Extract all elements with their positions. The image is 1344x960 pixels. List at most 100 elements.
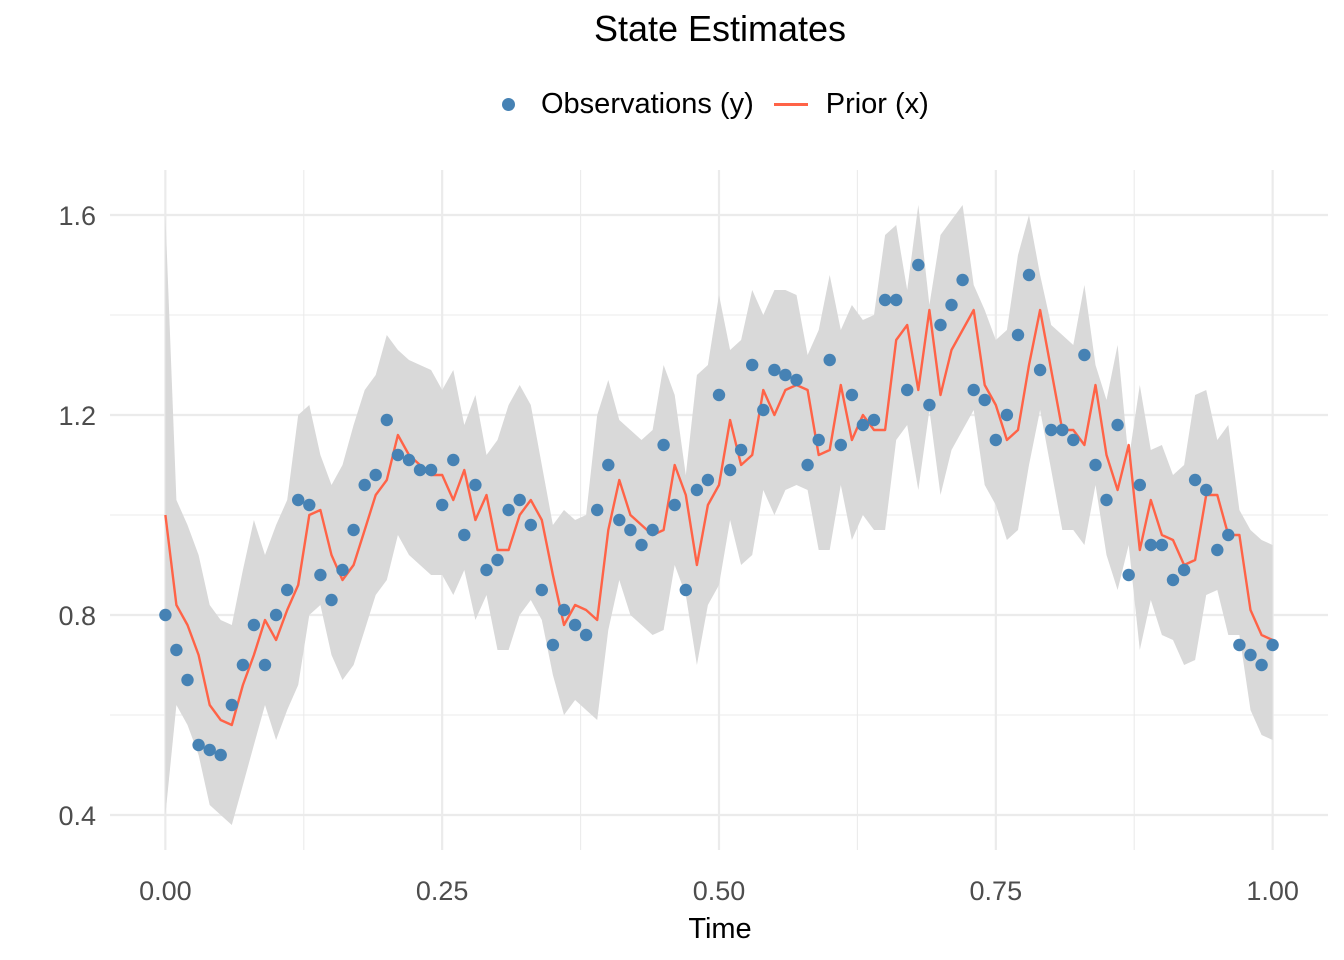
observation-point [524,518,537,532]
x-tick-label: 0.50 [693,876,746,906]
observation-point [989,433,1002,447]
chart-title: State Estimates [593,8,847,49]
observation-point [1166,573,1180,587]
observation-point [458,528,471,542]
observation-point [159,608,172,622]
observation-point [1089,458,1102,472]
legend-dot-icon [502,97,515,111]
observation-point [203,743,216,757]
observation-point [734,443,748,457]
x-tick-label: 0.25 [416,876,469,906]
observation-point [1056,423,1069,437]
x-tick-label: 0.00 [139,876,192,906]
observation-point [347,523,360,537]
x-tick-label: 1.00 [1246,876,1299,906]
observation-point [613,513,626,527]
observation-point [314,568,327,582]
uncertainty-band [165,205,1273,825]
observation-point [281,583,294,597]
observation-point [1188,473,1202,487]
legend-label-prior: Prior (x) [825,87,929,120]
observation-point [1233,638,1246,652]
observation-point [170,643,183,657]
observation-point [1122,568,1135,582]
observation-point [978,393,991,407]
observation-point [1133,478,1147,492]
observation-point [535,583,548,597]
grid-lines [110,170,1328,850]
y-tick-label: 0.4 [58,801,96,831]
observation-point [502,503,515,517]
observation-series [159,258,1279,762]
observation-point [1266,638,1279,652]
observation-point [890,293,903,307]
observation-point [380,413,393,427]
observation-point [491,553,504,567]
observation-point [325,593,338,607]
observation-point [557,603,571,617]
observation-point [269,608,283,622]
observation-point [912,258,925,272]
observation-point [934,318,947,332]
observation-point [1067,433,1080,447]
observation-point [413,463,427,477]
observation-point [923,398,936,412]
observation-point [1222,528,1235,542]
observation-point [1177,563,1191,577]
observation-point [1011,328,1025,342]
legend-label-observations: Observations (y) [541,87,754,120]
observation-point [712,388,726,402]
observation-point [436,498,449,512]
observation-point [369,468,382,482]
observation-point [303,498,316,512]
observation-point [402,453,416,467]
observation-point [823,353,836,367]
observation-point [790,373,803,387]
observation-point [1000,408,1014,422]
observation-point [225,698,238,712]
observation-point [1144,538,1158,552]
observation-point [956,273,969,287]
prior-series [164,308,1274,727]
observation-point [1211,543,1224,557]
observation-point [391,448,405,462]
observation-point [945,298,958,312]
observation-point [236,658,250,672]
observation-point [579,628,593,642]
observation-point [1111,418,1124,432]
observation-point [192,738,205,752]
observation-point [602,458,615,472]
band-area [165,205,1273,825]
observation-point [424,463,438,477]
observation-point [856,418,870,432]
observation-point [668,498,681,512]
observation-point [513,493,526,507]
observation-point [657,438,670,452]
observation-point [1244,648,1257,662]
observation-point [1100,493,1113,507]
observation-point [1200,483,1213,497]
observation-point [181,673,194,687]
chart-legend: Observations (y) Prior (x) [495,84,929,124]
x-axis-title: Time [688,913,751,945]
legend-line-icon [773,102,808,106]
observation-point [336,563,349,577]
observation-point [292,493,305,507]
legend-item-observations: Observations (y) [495,88,754,121]
observation-point [701,473,715,487]
observation-point [1078,348,1091,362]
observation-point [635,538,648,552]
observation-point [469,478,482,492]
observation-point [624,523,637,537]
observation-point [1255,658,1268,672]
observation-point [779,368,792,382]
observation-point [757,403,770,417]
observation-point [845,388,859,402]
observation-point [1022,268,1036,282]
axis-ticks: 0.4 0.8 1.2 1.6 0.00 0.25 0.50 0.75 1.00 [58,201,1298,906]
observation-point [480,563,493,577]
y-tick-label: 1.6 [58,201,96,231]
legend-item-prior: Prior (x) [754,88,929,121]
observation-point [568,618,582,632]
